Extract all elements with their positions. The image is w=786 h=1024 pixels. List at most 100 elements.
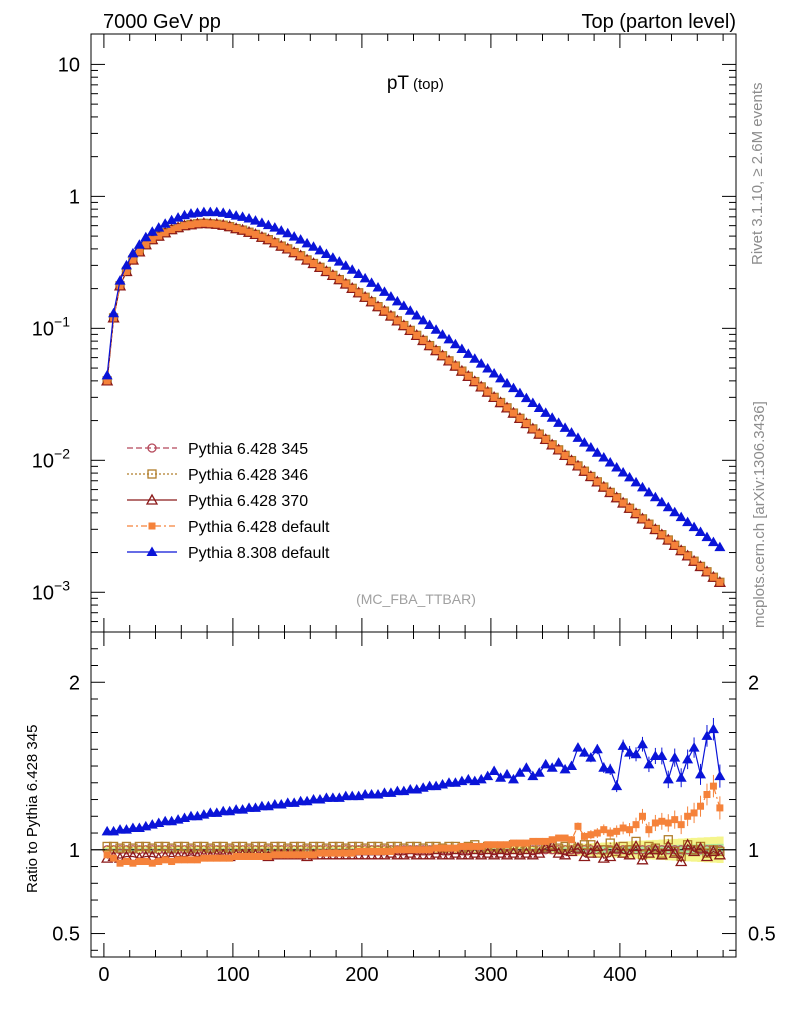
data-point [707, 536, 719, 547]
data-point [561, 451, 569, 459]
ratio-y-axis: 2 2 1 1 0.5 0.5 [52, 648, 776, 951]
data-point [101, 369, 113, 380]
ratio-point [559, 763, 571, 774]
legend-marker [146, 546, 158, 556]
data-point [333, 256, 345, 266]
ratio-point [244, 843, 254, 853]
ratio-point [677, 821, 685, 829]
ratio-point [181, 856, 189, 864]
data-point [393, 317, 401, 325]
data-point [140, 231, 152, 242]
data-point [400, 322, 408, 330]
ratio-point [553, 843, 564, 853]
ratio-point [186, 843, 196, 853]
ratio-point [503, 841, 511, 849]
ratio-point [406, 846, 414, 854]
data-point [619, 499, 627, 507]
top-y-axis: 10 1 10−1 10−2 10−3 [32, 54, 736, 633]
data-point [249, 215, 261, 225]
data-point [456, 343, 468, 354]
data-point [497, 399, 505, 407]
data-point [464, 372, 472, 380]
ratio-point [488, 765, 500, 776]
ratio-point [617, 846, 630, 858]
ratio-point [258, 852, 266, 860]
data-point [391, 295, 403, 306]
data-point [695, 526, 707, 537]
ratio-point [481, 846, 494, 858]
ratio-point [122, 858, 130, 866]
data-point [413, 331, 421, 339]
ratio-point [658, 817, 666, 825]
data-point [566, 427, 578, 437]
ratio-point [645, 826, 653, 834]
data-point [353, 268, 365, 279]
data-point [387, 312, 395, 320]
ratio-point [148, 859, 156, 867]
ratio-point [552, 846, 565, 858]
data-point [122, 267, 130, 275]
data-point [643, 486, 655, 497]
ratio-point [617, 740, 629, 750]
data-point [264, 236, 272, 244]
ratio-point [533, 767, 545, 777]
ratio-point [213, 854, 221, 862]
bottom-panel-frame [90, 631, 737, 958]
top-plot-area [101, 206, 726, 587]
ratio-point [675, 772, 687, 782]
ratio-point [419, 846, 427, 854]
ratio-point [387, 847, 395, 855]
data-point [651, 526, 659, 534]
legend-item: Pythia 8.308 default [127, 545, 330, 562]
x-axis: 0 100 200 300 400 [98, 632, 724, 986]
data-point [520, 392, 532, 403]
data-point [593, 478, 601, 486]
ratio-point [458, 842, 466, 850]
ratio-point [116, 859, 124, 867]
data-point [553, 417, 565, 427]
ratio-point [103, 851, 111, 859]
x-tick-label: 0 [98, 964, 109, 986]
ratio-point [579, 845, 590, 855]
ratio-point [716, 804, 724, 812]
ratio-point [484, 841, 492, 849]
data-point [372, 281, 384, 292]
legend-marker [148, 522, 156, 530]
ratio-y-tick-label: 2 [69, 672, 80, 694]
ratio-point [649, 843, 662, 855]
ratio-point [566, 760, 578, 771]
ratio-point [155, 858, 163, 866]
ratio-point [200, 854, 208, 862]
data-point [675, 511, 687, 522]
data-point [146, 226, 158, 236]
data-point [142, 241, 150, 249]
data-point [501, 377, 513, 388]
ratio-point [102, 841, 112, 852]
data-point [297, 252, 305, 260]
data-point [716, 578, 724, 586]
data-point [206, 220, 214, 228]
data-point [662, 501, 674, 512]
data-point [613, 494, 621, 502]
data-point [656, 496, 668, 507]
ratio-point [624, 747, 636, 757]
data-point [574, 462, 582, 470]
data-point [542, 435, 550, 443]
ratio-point [540, 758, 552, 769]
data-point [424, 319, 436, 330]
ratio-point [571, 841, 585, 853]
data-point [475, 358, 487, 368]
ratio-point [604, 850, 617, 862]
ratio-point [629, 840, 643, 852]
ratio-point [561, 834, 569, 842]
ratio-point [168, 858, 176, 866]
data-point [385, 291, 397, 301]
data-point [322, 267, 330, 275]
ratio-point [391, 848, 404, 860]
header-left: 7000 GeV pp [103, 11, 221, 33]
ratio-point [656, 750, 668, 760]
legend-item: Pythia 6.428 345 [127, 441, 308, 458]
ratio-point [707, 723, 719, 734]
ratio-point [681, 838, 694, 850]
